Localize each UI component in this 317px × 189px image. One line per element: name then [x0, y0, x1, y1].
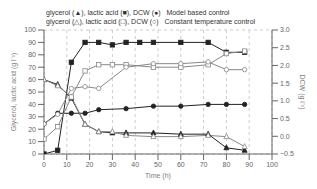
svg-text:0: 0 [32, 150, 36, 157]
html-text:glycerol (△), lactic acid (□),: glycerol (△), lactic acid (□), DCW (○) C… [46, 18, 256, 25]
svg-text:80: 80 [28, 51, 36, 58]
svg-text:1.0: 1.0 [280, 97, 290, 104]
svg-text:Time (h): Time (h) [145, 172, 171, 180]
svg-text:Glycerol, lactic acid (g l⁻¹): Glycerol, lactic acid (g l⁻¹) [10, 53, 18, 132]
html-text:glycerol (▲), lactic acid (■),: glycerol (▲), lactic acid (■), DCW (●) M… [46, 9, 230, 16]
svg-text:70: 70 [28, 64, 36, 71]
svg-text:90: 90 [28, 39, 36, 46]
svg-text:DCW (g l⁻¹): DCW (g l⁻¹) [298, 74, 306, 109]
svg-text:70: 70 [200, 161, 208, 168]
svg-text:−0.5: −0.5 [280, 150, 294, 157]
svg-text:2.0: 2.0 [280, 62, 290, 69]
svg-text:60: 60 [28, 76, 36, 83]
svg-text:30: 30 [28, 113, 36, 120]
svg-text:3.0: 3.0 [280, 26, 290, 33]
svg-text:2.5: 2.5 [280, 44, 290, 51]
svg-text:30: 30 [109, 161, 117, 168]
svg-text:20: 20 [86, 161, 94, 168]
svg-text:20: 20 [28, 126, 36, 133]
svg-text:10: 10 [63, 161, 71, 168]
svg-text:60: 60 [177, 161, 185, 168]
svg-text:0: 0 [42, 161, 46, 168]
svg-text:40: 40 [28, 101, 36, 108]
svg-text:0.5: 0.5 [280, 115, 290, 122]
svg-text:90: 90 [245, 161, 253, 168]
svg-text:40: 40 [131, 161, 139, 168]
svg-text:10: 10 [28, 138, 36, 145]
svg-text:100: 100 [266, 161, 278, 168]
svg-text:1.5: 1.5 [280, 80, 290, 87]
svg-text:80: 80 [223, 161, 231, 168]
svg-text:0.0: 0.0 [280, 133, 290, 140]
svg-text:100: 100 [24, 26, 36, 33]
svg-text:50: 50 [28, 88, 36, 95]
svg-text:50: 50 [154, 161, 162, 168]
